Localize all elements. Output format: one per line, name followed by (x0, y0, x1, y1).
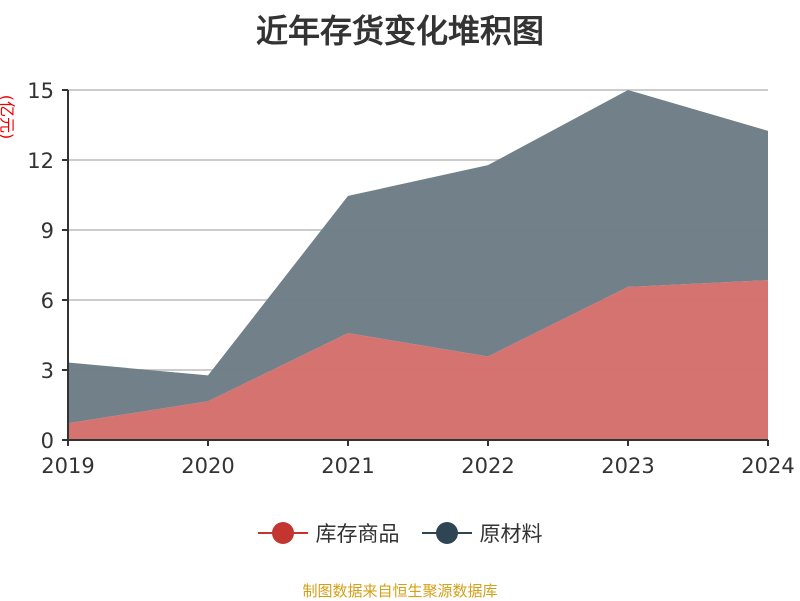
y-tick-label: 0 (41, 429, 54, 453)
legend-label: 原材料 (480, 518, 543, 548)
x-tick-label: 2023 (601, 454, 654, 478)
y-tick-label: 3 (41, 359, 54, 383)
data-source-note: 制图数据来自恒生聚源数据库 (0, 580, 800, 601)
y-tick-label: 15 (27, 79, 54, 103)
legend: 库存商品 原材料 (0, 518, 800, 548)
x-tick-label: 2022 (461, 454, 514, 478)
x-tick-label: 2024 (741, 454, 794, 478)
y-tick-label: 9 (41, 219, 54, 243)
legend-item-series-1[interactable]: 原材料 (422, 518, 543, 548)
legend-label: 库存商品 (316, 518, 400, 548)
legend-item-series-0[interactable]: 库存商品 (258, 518, 400, 548)
y-tick-label: 6 (41, 289, 54, 313)
x-tick-label: 2021 (321, 454, 374, 478)
x-tick-label: 2020 (181, 454, 234, 478)
legend-marker-icon (258, 521, 308, 545)
y-tick-label: 12 (27, 149, 54, 173)
legend-marker-icon (422, 521, 472, 545)
x-tick-label: 2019 (41, 454, 94, 478)
